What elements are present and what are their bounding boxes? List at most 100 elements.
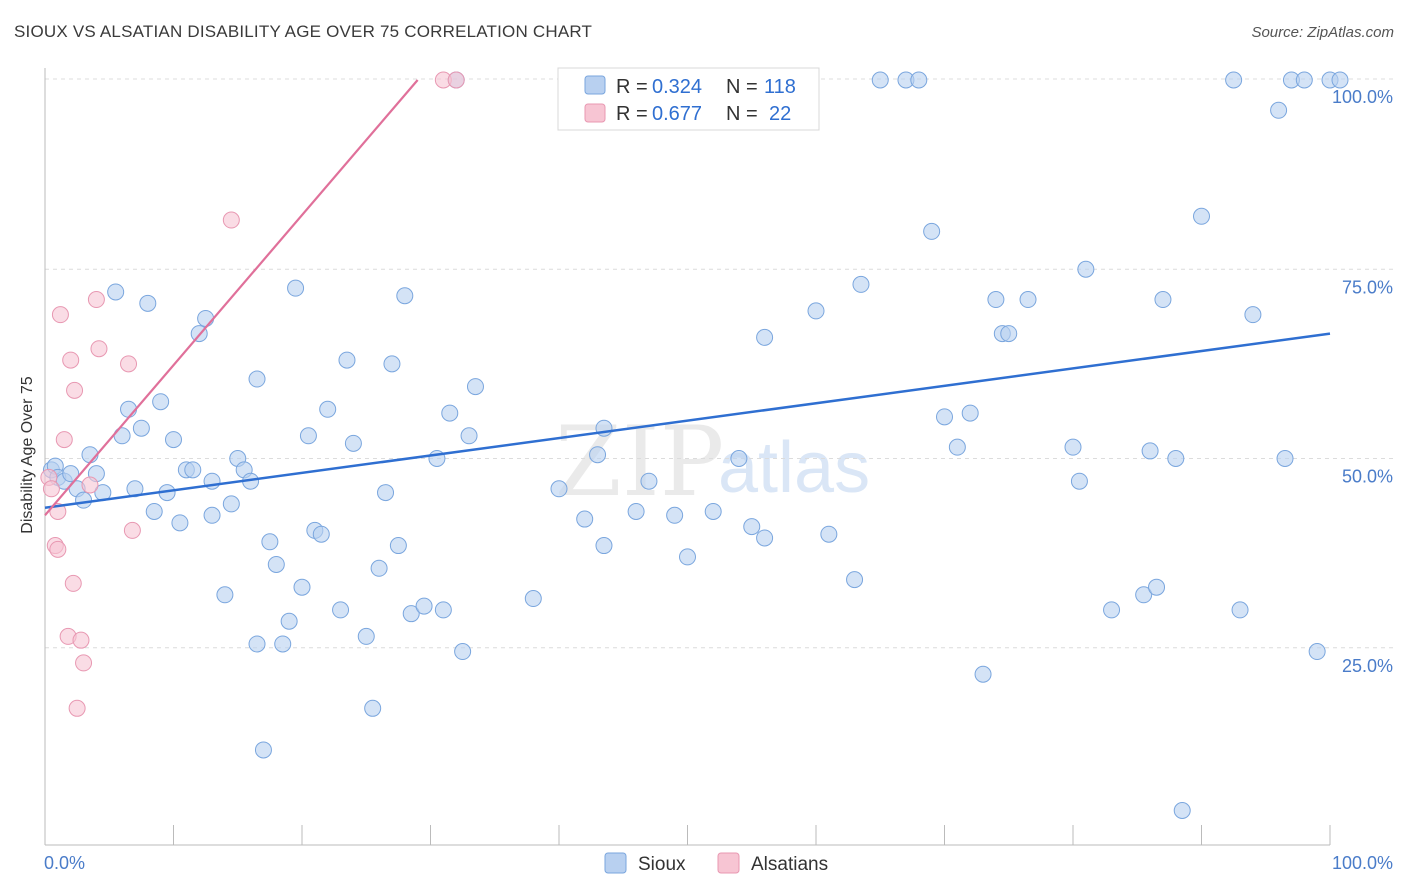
series-legend: Sioux Alsatians xyxy=(604,852,828,875)
sioux-point xyxy=(974,665,992,683)
y-tick-label-25: 25.0% xyxy=(1342,656,1393,676)
sioux-point xyxy=(75,491,93,509)
gridlines xyxy=(45,78,1393,649)
sioux-point xyxy=(910,71,928,89)
sioux-bottom-swatch xyxy=(604,852,627,874)
sioux-point xyxy=(120,400,138,418)
sioux-point xyxy=(396,287,414,305)
sioux-point xyxy=(1019,291,1037,309)
sioux-point xyxy=(1193,207,1210,225)
sioux-point xyxy=(389,537,407,555)
sioux-point xyxy=(145,502,163,520)
sioux-point xyxy=(1270,101,1288,119)
sioux-point xyxy=(357,627,375,645)
sioux-point xyxy=(807,302,825,320)
sioux-point xyxy=(261,533,279,551)
sioux-point xyxy=(460,427,478,445)
sioux-bottom-label: Sioux xyxy=(638,854,686,875)
sioux-point xyxy=(441,404,459,422)
sioux-point xyxy=(126,480,144,498)
sioux-point xyxy=(1231,601,1249,619)
alsatian-point xyxy=(87,291,105,309)
stats-legend: R = 0.324 N = 118 R = 0.677 N = 22 xyxy=(557,67,820,131)
sioux-point xyxy=(171,514,189,532)
sioux-point xyxy=(666,506,684,524)
sioux-point xyxy=(299,427,317,445)
sioux-point xyxy=(1244,306,1262,324)
sioux-point xyxy=(280,612,298,630)
watermark-atlas: atlas xyxy=(718,428,870,508)
sioux-point xyxy=(184,461,202,479)
sioux-point xyxy=(627,502,645,520)
alsatian-legend-swatch xyxy=(584,103,606,123)
sioux-point xyxy=(383,355,401,373)
sioux-point xyxy=(132,419,150,437)
sioux-n-value: 118 xyxy=(764,76,796,98)
sioux-legend-swatch xyxy=(584,75,606,95)
chart-title: SIOUX VS ALSATIAN DISABILITY AGE OVER 75… xyxy=(14,22,593,41)
sioux-point xyxy=(293,578,311,596)
sioux-point xyxy=(454,643,472,661)
alsatian-point xyxy=(62,351,80,369)
sioux-point xyxy=(222,495,240,513)
sioux-point xyxy=(846,571,864,589)
sioux-point xyxy=(248,635,266,653)
sioux-point xyxy=(1070,472,1088,490)
sioux-point xyxy=(576,510,594,528)
y-tick-label-75: 75.0% xyxy=(1342,277,1393,297)
alsatian-point xyxy=(81,476,99,494)
sioux-point xyxy=(595,537,613,555)
sioux-point xyxy=(756,529,774,547)
sioux-series xyxy=(42,71,1349,820)
sioux-point xyxy=(1154,291,1172,309)
alsatian-series xyxy=(40,71,465,717)
sioux-point xyxy=(312,525,330,543)
sioux-point xyxy=(274,635,292,653)
sioux-point xyxy=(1077,260,1095,278)
sioux-point xyxy=(152,393,170,411)
alsatian-point xyxy=(90,340,108,358)
alsatian-r-value: 0.677 xyxy=(652,103,702,125)
alsatian-point xyxy=(68,699,86,717)
y-tick-labels: 25.0% 50.0% 75.0% 100.0% xyxy=(1332,87,1393,676)
sioux-point xyxy=(319,400,337,418)
sioux-point xyxy=(1141,442,1159,460)
alsatian-point xyxy=(123,521,141,539)
y-tick-label-100: 100.0% xyxy=(1332,87,1393,107)
alsatian-r-label: R = xyxy=(616,103,648,125)
y-axis-title: Disability Age Over 75 xyxy=(19,376,36,534)
alsatian-point xyxy=(75,654,93,672)
sioux-point xyxy=(1167,450,1185,467)
sioux-point xyxy=(589,446,607,464)
y-tick-label-50: 50.0% xyxy=(1342,467,1393,487)
sioux-point xyxy=(1103,601,1121,619)
sioux-point xyxy=(287,279,305,297)
sioux-point xyxy=(165,431,182,449)
sioux-point xyxy=(1064,438,1082,456)
alsatian-point xyxy=(72,631,90,649)
sioux-point xyxy=(338,351,356,369)
sioux-point xyxy=(62,465,80,483)
sioux-point xyxy=(1331,71,1349,89)
alsatian-bottom-swatch xyxy=(717,852,740,874)
sioux-point xyxy=(1148,578,1166,596)
sioux-point xyxy=(332,601,350,619)
sioux-point xyxy=(550,480,568,498)
alsatian-trend-line xyxy=(44,79,419,516)
x-tick-label-min: 0.0% xyxy=(44,853,85,873)
alsatian-bottom-label: Alsatians xyxy=(751,854,828,875)
sioux-point xyxy=(730,450,748,467)
source-label: Source: ZipAtlas.com xyxy=(1251,24,1394,41)
sioux-point xyxy=(524,590,542,608)
sioux-point xyxy=(640,472,658,490)
sioux-point xyxy=(370,559,388,577)
sioux-point xyxy=(139,294,157,312)
alsatian-point xyxy=(222,211,240,229)
sioux-point xyxy=(434,601,452,619)
sioux-point xyxy=(216,586,234,604)
sioux-point xyxy=(743,518,761,536)
sioux-trend-line xyxy=(44,332,1331,509)
x-tick-label-max: 100.0% xyxy=(1332,853,1393,873)
sioux-point xyxy=(377,484,395,502)
